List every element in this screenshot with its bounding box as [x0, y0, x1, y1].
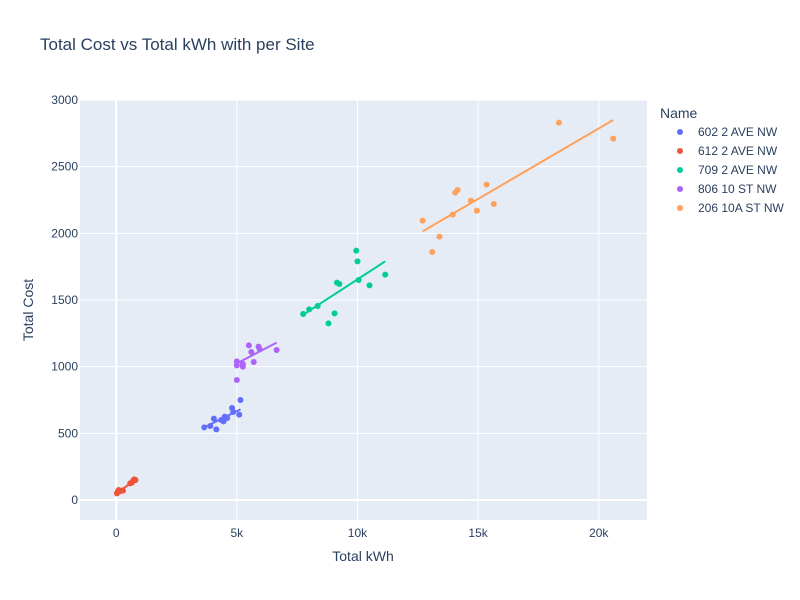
data-point [419, 217, 426, 224]
data-point [248, 349, 255, 355]
data-point [213, 426, 220, 433]
y-axis-title: Total Cost [20, 279, 36, 341]
data-point [256, 346, 263, 353]
y-tick-label: 1500 [51, 293, 78, 307]
legend-marker [677, 167, 683, 173]
data-point [239, 361, 246, 367]
legend-item-label[interactable]: 612 2 AVE NW [698, 144, 778, 158]
data-point [490, 201, 497, 207]
y-axis-ticks: 0 500 1000 1500 2000 2500 3000 [51, 93, 78, 507]
x-tick-label: 20k [589, 526, 609, 540]
legend-item-label[interactable]: 602 2 AVE NW [698, 125, 778, 139]
legend-marker [677, 148, 683, 154]
data-point [382, 271, 389, 278]
data-point [483, 181, 490, 188]
y-tick-label: 0 [71, 493, 78, 507]
x-axis-ticks: 0 5k 10k 15k 20k [113, 526, 610, 540]
data-point [210, 415, 217, 422]
data-point [331, 310, 338, 317]
y-tick-label: 3000 [51, 93, 78, 107]
x-tick-label: 15k [468, 526, 488, 540]
data-point [233, 377, 240, 383]
data-point [473, 207, 480, 214]
data-point [436, 233, 443, 240]
data-point [449, 211, 456, 218]
data-point [207, 423, 214, 429]
x-axis-title: Total kWh [332, 548, 393, 564]
data-point [355, 277, 362, 283]
data-point [132, 477, 139, 483]
data-point [300, 311, 307, 317]
legend-title: Name [660, 105, 698, 121]
data-point [467, 197, 474, 204]
trendline-3 [236, 341, 278, 365]
data-point [336, 281, 343, 287]
legend-marker [677, 205, 683, 211]
y-tick-label: 2500 [51, 160, 78, 174]
legend-item-label[interactable]: 709 2 AVE NW [698, 163, 778, 177]
data-point [119, 487, 126, 494]
plot-area [80, 100, 647, 520]
data-point [230, 409, 237, 415]
data-point [353, 247, 360, 254]
legend-item-label[interactable]: 206 10A ST NW [698, 201, 784, 215]
data-point [610, 135, 617, 142]
data-point [237, 397, 244, 403]
data-point [429, 249, 436, 255]
legend-item-label[interactable]: 806 10 ST NW [698, 182, 777, 196]
y-tick-label: 500 [58, 426, 78, 440]
x-tick-label: 5k [230, 526, 244, 540]
legend-marker [677, 186, 683, 192]
legend-marker [677, 129, 683, 135]
data-point [250, 359, 257, 365]
data-point [314, 303, 321, 309]
data-point [273, 347, 280, 353]
legend[interactable]: Name 602 2 AVE NW 612 2 AVE NW 709 2 AVE N… [660, 105, 784, 215]
data-point [325, 320, 332, 327]
data-point [201, 424, 208, 431]
y-tick-label: 1000 [51, 360, 78, 374]
x-tick-label: 10k [348, 526, 368, 540]
data-point [224, 415, 231, 421]
data-point [354, 258, 361, 265]
data-points [113, 119, 617, 497]
chart-title: Total Cost vs Total kWh with per Site [40, 35, 315, 54]
grid-lines [80, 99, 647, 520]
data-point [245, 342, 252, 349]
data-point [454, 187, 461, 193]
data-point [233, 358, 240, 365]
data-point [236, 411, 243, 418]
data-point [555, 119, 562, 126]
data-point [306, 306, 313, 313]
y-tick-label: 2000 [51, 226, 78, 240]
x-tick-label: 0 [113, 526, 120, 540]
data-point [366, 282, 373, 289]
